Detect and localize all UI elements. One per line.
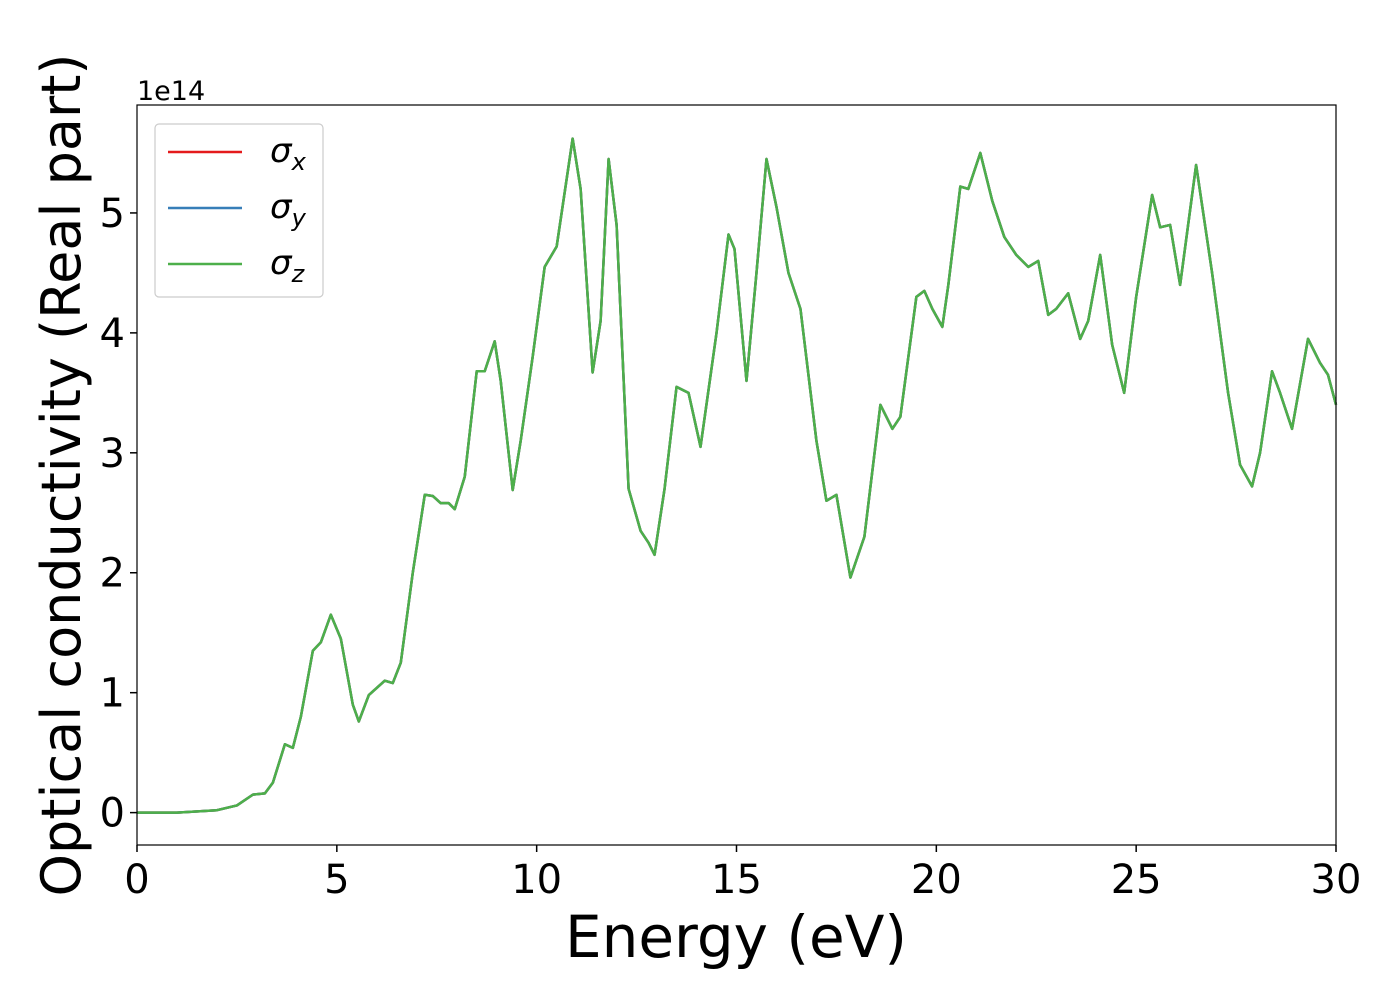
y-axis-label: Optical conductivity (Real part): [30, 54, 93, 897]
y-tick-label: 2: [100, 551, 125, 597]
x-tick-label: 30: [1311, 857, 1362, 903]
y-tick-label: 3: [100, 431, 125, 477]
y-tick-label: 1: [100, 671, 125, 717]
series-line: [137, 137, 1338, 814]
x-tick-label: 10: [511, 857, 562, 903]
x-tick-label: 20: [911, 857, 962, 903]
x-tick-label: 25: [1111, 857, 1162, 903]
y-tick-label: 4: [100, 311, 125, 357]
x-axis-label: Energy (eV): [565, 903, 907, 971]
plot-frame: [136, 104, 1337, 846]
x-tick-label: 5: [324, 857, 349, 903]
legend-label: σx: [270, 131, 307, 176]
offset-label: 1e14: [137, 76, 205, 107]
x-tick-label: 15: [711, 857, 762, 903]
y-tick-label: 5: [100, 191, 125, 237]
legend-label: σy: [270, 187, 307, 232]
y-tick-label: 0: [100, 791, 125, 837]
legend-box: [154, 123, 324, 298]
legend-label: σz: [270, 243, 306, 288]
x-tick-label: 0: [124, 857, 149, 903]
